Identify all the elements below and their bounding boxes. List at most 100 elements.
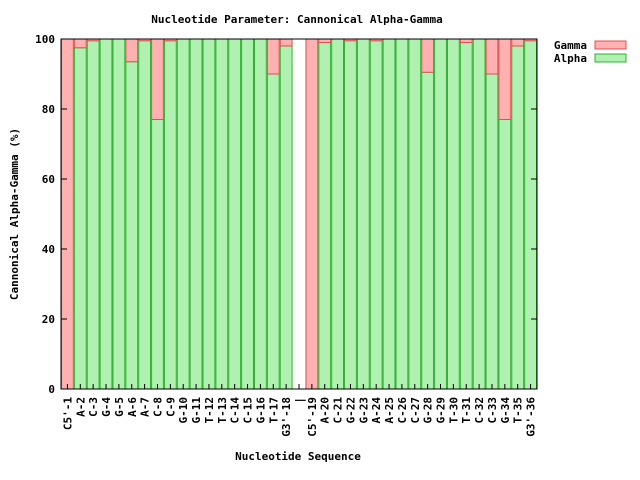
bar-gamma-1 <box>73 38 87 49</box>
x-tick-label-17: G3'-18 <box>280 397 293 437</box>
bar-gamma-33 <box>485 38 499 75</box>
bar-alpha-11 <box>202 38 216 390</box>
bar-gamma-7 <box>151 38 164 120</box>
bar-gamma-5 <box>125 38 139 63</box>
bar-gamma-31 <box>459 38 473 43</box>
bar-alpha-29 <box>434 38 447 390</box>
bar-alpha-23 <box>356 38 370 390</box>
bar-alpha-31 <box>459 42 473 390</box>
bar-gamma-35 <box>511 38 525 47</box>
x-tick-label-6: A-7 <box>139 397 152 417</box>
x-tick-label-21: C-21 <box>332 397 345 424</box>
y-tick-label-1: 20 <box>42 313 55 326</box>
x-tick-label-13: C-14 <box>229 397 242 424</box>
bar-alpha-12 <box>215 38 229 390</box>
x-axis: C5'-1 A-2 C-3 G-4 G-5 A-6 A-7 C-8 C-9 G-10 G-11 T-1… <box>61 384 538 437</box>
bar-alpha-16 <box>266 73 280 390</box>
x-tick-label-24: A-24 <box>370 397 383 424</box>
x-tick-label-16: T-17 <box>267 397 280 424</box>
bar-alpha-8 <box>163 40 177 390</box>
y-axis: 0 20 40 60 80 100 <box>35 33 537 396</box>
bar-alpha-27 <box>408 38 422 390</box>
bar-alpha-7 <box>151 119 164 390</box>
bar-alpha-14 <box>241 38 254 390</box>
bar-gamma-19 <box>305 38 319 390</box>
bar-alpha-28 <box>421 71 435 390</box>
bar-alpha-22 <box>344 40 357 390</box>
x-tick-label-32: C-32 <box>473 397 486 424</box>
bar-gamma-28 <box>421 38 435 73</box>
x-tick-label-12: T-13 <box>216 397 229 424</box>
x-tick-label-31: T-31 <box>460 397 473 424</box>
x-tick-label-1: A-2 <box>74 397 87 417</box>
x-tick-label-33: C-33 <box>486 397 499 424</box>
y-tick-label-2: 40 <box>42 243 55 256</box>
bar-alpha-32 <box>472 38 486 390</box>
x-tick-label-26: C-26 <box>396 397 409 424</box>
bar-alpha-13 <box>228 38 242 390</box>
bar-alpha-2 <box>86 40 100 390</box>
x-tick-label-23: G-23 <box>357 397 370 424</box>
x-tick-label-25: A-25 <box>383 397 396 424</box>
x-tick-label-15: G-16 <box>254 397 267 424</box>
x-tick-label-35: T-35 <box>512 397 525 424</box>
y-axis-label: Cannonical Alpha-Gamma (%) <box>8 128 21 300</box>
bar-alpha-25 <box>382 38 396 390</box>
x-tick-label-8: C-9 <box>164 397 177 417</box>
x-tick-label-18: | <box>293 397 306 404</box>
y-tick-label-0: 0 <box>48 383 55 396</box>
bar-alpha-15 <box>253 38 267 390</box>
x-tick-label-30: T-30 <box>447 397 460 424</box>
x-tick-label-22: G-22 <box>344 397 357 424</box>
x-axis-label: Nucleotide Sequence <box>235 450 361 463</box>
bar-alpha-20 <box>318 42 332 390</box>
x-tick-label-5: A-6 <box>126 397 139 417</box>
x-tick-label-14: C-15 <box>242 397 255 424</box>
bar-gamma-17 <box>279 38 293 47</box>
x-tick-label-7: C-8 <box>151 397 164 417</box>
x-tick-label-10: G-11 <box>190 397 203 424</box>
bar-alpha-33 <box>485 73 499 390</box>
bar-alpha-6 <box>138 40 152 390</box>
x-tick-label-3: G-4 <box>100 397 113 417</box>
bar-alpha-21 <box>331 38 345 390</box>
bar-alpha-5 <box>125 61 139 390</box>
x-tick-label-20: A-20 <box>319 397 332 424</box>
x-tick-label-4: G-5 <box>113 397 126 417</box>
bar-gamma-20 <box>318 38 332 43</box>
legend-label-alpha: Alpha <box>554 52 587 65</box>
bar-gamma-0 <box>61 38 74 390</box>
legend-swatch-gamma <box>594 40 627 50</box>
x-tick-label-2: C-3 <box>87 397 100 417</box>
bar-alpha-9 <box>176 38 190 390</box>
bar-alpha-26 <box>395 38 409 390</box>
chart-title: Nucleotide Parameter: Cannonical Alpha-G… <box>151 13 442 26</box>
bars-group <box>61 38 537 390</box>
y-tick-label-5: 100 <box>35 33 55 46</box>
bar-alpha-3 <box>99 38 113 390</box>
bar-gamma-16 <box>266 38 280 75</box>
y-tick-label-3: 60 <box>42 173 55 186</box>
x-tick-label-36: G3'-36 <box>525 397 538 437</box>
x-tick-label-0: C5'-1 <box>61 397 74 430</box>
bar-gamma-34 <box>498 38 512 120</box>
bar-alpha-1 <box>73 47 87 390</box>
bar-alpha-36 <box>524 40 537 390</box>
bar-alpha-24 <box>369 40 383 390</box>
x-tick-label-11: T-12 <box>203 397 216 424</box>
x-tick-label-29: G-29 <box>435 397 448 424</box>
x-tick-label-9: G-10 <box>177 397 190 424</box>
bar-alpha-35 <box>511 45 525 390</box>
x-tick-label-19: C5'-19 <box>306 397 319 437</box>
x-tick-label-34: G-34 <box>499 397 512 424</box>
bar-alpha-30 <box>446 38 460 390</box>
bar-alpha-10 <box>189 38 203 390</box>
y-tick-label-4: 80 <box>42 103 55 116</box>
x-tick-label-28: G-28 <box>422 397 435 424</box>
x-tick-label-27: C-27 <box>409 397 422 424</box>
legend-label-gamma: Gamma <box>554 39 587 52</box>
legend-swatch-alpha <box>594 53 627 63</box>
bar-alpha-34 <box>498 119 512 390</box>
